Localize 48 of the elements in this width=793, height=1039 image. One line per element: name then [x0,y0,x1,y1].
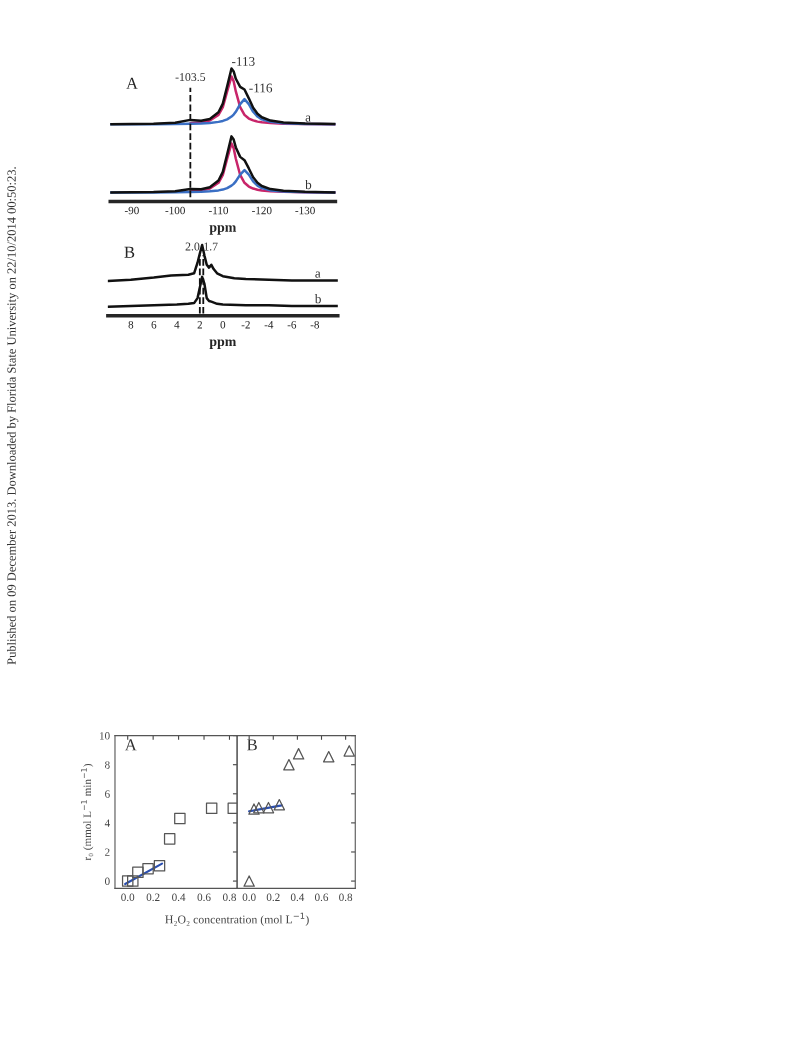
chart-title: A [124,739,137,751]
y-tick-label: 10 [99,732,110,740]
x-tick-label: 0.8 [339,893,353,902]
annotation: b [314,293,321,304]
x-tick-label: 4 [174,321,180,329]
x-tick-label: -120 [252,206,272,215]
x-tick-label: 8 [128,321,134,329]
chart-title: A [126,77,138,89]
x-tick-label: -90 [124,206,139,215]
x-tick-label: -100 [165,206,185,215]
x-tick-label: 0.4 [172,893,186,902]
x-axis-title: H₂O₂ concentration (mol L$^{−1}$) [165,912,309,926]
annotation: b [305,179,312,190]
x-tick-label: 0.0 [242,893,256,902]
x-tick-label: -4 [264,321,274,329]
x-tick-label: 0.0 [121,893,135,902]
y-tick-label: 2 [105,848,110,856]
x-tick-label: 2 [197,321,202,329]
annotation: a [315,271,321,278]
x-axis-title: ppm [209,339,237,349]
x-tick-label: 6 [151,321,157,329]
text: Published on 09 December 2013. Downloaded by Florida State University on 22/10/2014 00:50:23. [7,167,19,665]
x-tick-label: 0.6 [197,893,211,902]
y-tick-label: 6 [105,790,110,798]
ref-line-label: -103.5 [175,73,206,82]
x-tick-label: 0.2 [146,893,160,902]
x-tick-label: 0.4 [290,893,305,902]
x-tick-label: 0 [220,321,226,329]
annotation: -116 [249,83,273,93]
y-tick-label: 0 [104,877,110,886]
x-tick-label: 0.2 [266,893,280,902]
y-axis-title: r₀ (mmol L$^{−1}$ min$^{−1}$) [81,763,94,861]
x-tick-label: -2 [241,321,250,329]
x-tick-label: -110 [208,206,229,215]
y-tick-label: 8 [104,761,110,769]
x-tick-label: -6 [287,321,297,329]
x-tick-label: 0.8 [222,893,236,902]
x-tick-label: -130 [295,206,315,215]
x-axis-title: ppm [209,225,237,235]
x-tick-label: -8 [310,321,320,329]
ref-line-label: 1.7 [204,242,218,251]
chart-title: B [124,246,135,258]
ref-line-label: 2.0 [185,242,200,251]
chart-title: B [247,739,257,751]
annotation: a [305,115,311,122]
annotation: -113 [231,56,255,66]
x-tick-label: 0.6 [314,893,329,902]
y-tick-label: 4 [104,819,110,827]
